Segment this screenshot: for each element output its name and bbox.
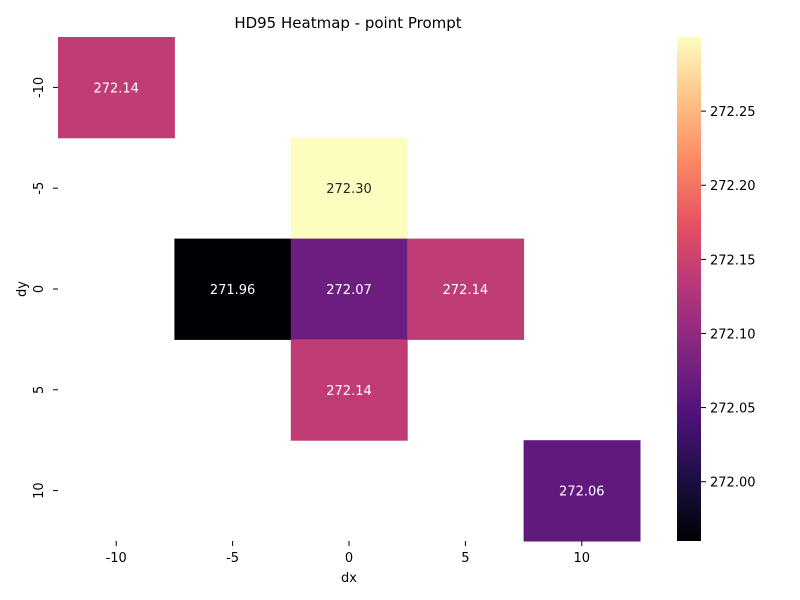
heatmap-cells: 272.14 272.30 271.96 272.07 272.14 272.14 272.… bbox=[58, 37, 641, 542]
y-tick-label: 10 bbox=[32, 482, 47, 499]
y-tick-label: 0 bbox=[32, 285, 47, 293]
cell-value-label: 272.06 bbox=[559, 485, 605, 500]
x-tick-label: -5 bbox=[226, 551, 239, 566]
cell-value-label: 272.14 bbox=[326, 384, 372, 399]
y-tick-label: -5 bbox=[32, 182, 47, 195]
y-axis: -10 -5 0 5 10 bbox=[32, 77, 58, 499]
heatmap-cell bbox=[290, 137, 408, 240]
colorbar-tick-label: 272.10 bbox=[710, 327, 756, 342]
heatmap-cell bbox=[174, 238, 292, 340]
cell-value-label: 272.30 bbox=[326, 182, 372, 197]
x-tick-label: -10 bbox=[106, 551, 127, 566]
y-axis-label: dy bbox=[15, 281, 30, 297]
heatmap-cell bbox=[58, 37, 175, 139]
cell-value-label: 271.96 bbox=[210, 283, 256, 298]
cell-value-label: 272.14 bbox=[443, 283, 489, 298]
x-axis: -10 -5 0 5 10 bbox=[106, 541, 590, 566]
x-tick-label: 10 bbox=[574, 551, 591, 566]
colorbar-tick-label: 272.25 bbox=[710, 105, 756, 120]
y-tick-label: -10 bbox=[32, 77, 47, 98]
x-axis-label: dx bbox=[341, 571, 357, 586]
chart-title: HD95 Heatmap - point Prompt bbox=[234, 14, 461, 32]
cell-value-label: 272.07 bbox=[326, 283, 372, 298]
colorbar bbox=[677, 37, 701, 541]
colorbar-tick-label: 272.20 bbox=[710, 179, 756, 194]
colorbar-tick-label: 272.15 bbox=[710, 253, 756, 268]
heatmap-cell bbox=[290, 238, 408, 340]
heatmap-cell bbox=[523, 440, 641, 542]
heatmap-cell bbox=[407, 238, 525, 340]
y-tick-label: 5 bbox=[32, 386, 47, 394]
x-tick-label: 5 bbox=[461, 551, 469, 566]
cell-value-label: 272.14 bbox=[93, 81, 139, 96]
heatmap-cell bbox=[290, 339, 408, 441]
colorbar-tick-label: 272.05 bbox=[710, 402, 756, 417]
x-tick-label: 0 bbox=[345, 551, 353, 566]
colorbar-ticks: 272.00 272.05 272.10 272.15 272.20 272.25 bbox=[701, 105, 756, 491]
colorbar-tick-label: 272.00 bbox=[710, 476, 756, 491]
